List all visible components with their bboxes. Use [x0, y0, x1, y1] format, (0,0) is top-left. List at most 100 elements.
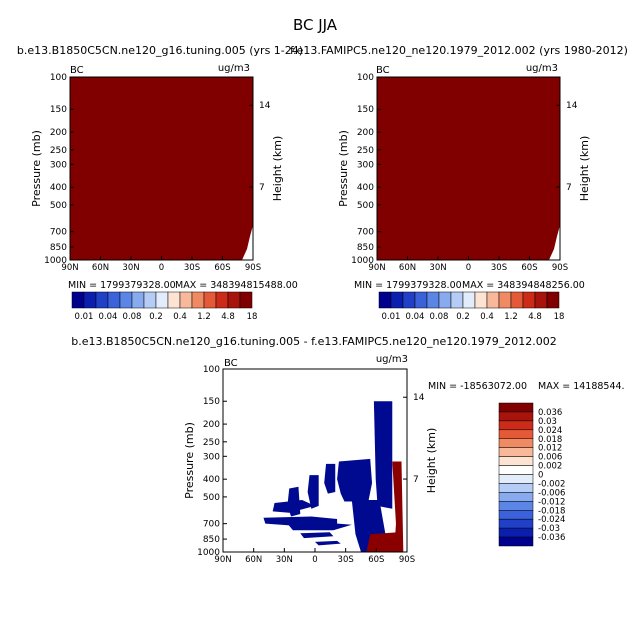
y-tick-label: 150 [357, 105, 374, 115]
colorbar-label: 0.4 [480, 312, 494, 322]
colorbar-box [239, 291, 253, 309]
legend-box [498, 492, 534, 502]
y2-tick-label: 7 [413, 475, 419, 485]
x-tick-label: 0 [466, 263, 471, 273]
y-tick-label: 200 [50, 128, 67, 138]
colorbar-box [486, 291, 500, 309]
x-tick-label: 90N [61, 263, 78, 273]
colorbar-label: 0.04 [99, 312, 118, 322]
y-tick-label: 250 [50, 146, 67, 156]
colorbar-box [462, 291, 476, 309]
legend-box [498, 527, 534, 538]
legend-box [498, 429, 534, 439]
x-tick-label: 0 [312, 555, 317, 565]
x-tick-label: 30S [338, 555, 354, 565]
legend-label: 0.036 [538, 408, 562, 418]
colorbar-label: 1.2 [504, 312, 518, 322]
colorbar-box [215, 291, 229, 309]
y-tick-label: 100 [203, 365, 220, 375]
max-text: MAX = 348394848256.00 [462, 280, 585, 291]
y-tick-label: 200 [357, 128, 374, 138]
y2-tick-label: 14 [259, 101, 271, 111]
x-tick-label: 60S [368, 555, 384, 565]
x-tick-label: 60N [245, 555, 262, 565]
contour-region [300, 532, 334, 539]
colorbar-label: 0.2 [149, 312, 163, 322]
panel-title: b.e13.B1850C5CN.ne120_g16.tuning.005 - f… [71, 335, 556, 348]
y-tick-label: 700 [357, 228, 374, 238]
x-tick-label: 60N [399, 263, 416, 273]
colorbar-label: 0.4 [173, 312, 187, 322]
topography-mask [242, 225, 253, 260]
legend-label: -0.012 [538, 497, 565, 507]
legend-label: 0 [538, 471, 543, 481]
y-tick-label: 100 [50, 73, 67, 83]
min-text: MIN = 1799379328.00 [68, 280, 176, 291]
y2-axis-label: Height (km) [578, 136, 591, 202]
legend-box [498, 483, 534, 493]
y2-axis-label: Height (km) [425, 428, 438, 494]
y-tick-label: 150 [50, 105, 67, 115]
min-text: MIN = -18563072.00 [428, 381, 527, 392]
colorbar-box [426, 291, 440, 309]
colorbar-box [534, 291, 548, 309]
x-tick-label: 30N [276, 555, 293, 565]
x-tick-label: 90S [399, 555, 415, 565]
figure-title: BC JJA [293, 16, 338, 34]
y-tick-label: 300 [357, 160, 374, 170]
colorbar-box [167, 291, 181, 309]
colorbar-label: 4.8 [221, 312, 235, 322]
colorbar-box [498, 291, 512, 309]
colorbar-box [95, 291, 109, 309]
y-tick-label: 400 [203, 475, 220, 485]
legend-box [498, 518, 534, 529]
y-tick-label: 250 [203, 438, 220, 448]
colorbar-box [378, 291, 392, 309]
left-label: BC [70, 65, 84, 76]
x-tick-label: 60S [214, 263, 230, 273]
colorbar-label: 0.01 [382, 312, 401, 322]
legend-label: 0.002 [538, 462, 562, 472]
colorbar-label: 0.08 [123, 312, 142, 322]
legend-label: 0.006 [538, 453, 562, 463]
colorbar-box [522, 291, 536, 309]
x-tick-label: 60N [92, 263, 109, 273]
contour-region [307, 475, 319, 509]
y-axis-label: Pressure (mb) [183, 422, 196, 499]
colorbar-box [155, 291, 169, 309]
colorbar-label: 0.2 [456, 312, 470, 322]
legend-label: 0.012 [538, 444, 562, 454]
colorbar-label: 4.8 [528, 312, 542, 322]
y-axis-label: Pressure (mb) [30, 130, 43, 207]
legend-box [498, 510, 534, 520]
y-tick-label: 300 [203, 452, 220, 462]
topography-mask [549, 225, 560, 260]
y-tick-label: 500 [357, 201, 374, 211]
units-label: ug/m3 [376, 354, 408, 365]
max-text: MAX = 348394815488.00 [175, 280, 298, 291]
y-tick-label: 850 [203, 535, 220, 545]
legend-label: 0.024 [538, 426, 562, 436]
x-tick-label: 90S [552, 263, 568, 273]
legend-box [498, 501, 534, 511]
colorbar-label: 1.2 [197, 312, 211, 322]
contour-region [287, 522, 352, 531]
contour-region [315, 540, 341, 546]
colorbar-box [179, 291, 193, 309]
colorbar-label: 18 [247, 312, 258, 322]
left-label: BC [224, 358, 238, 369]
legend-label: -0.006 [538, 488, 565, 498]
panel-reference: f.e13.FAMIPC5.ne120_ne120.1979_2012.002 … [290, 44, 628, 322]
x-tick-label: 60S [521, 263, 537, 273]
y2-axis-label: Height (km) [271, 136, 284, 202]
contour-region [373, 401, 393, 509]
y-tick-label: 400 [50, 183, 67, 193]
legend-box [498, 536, 534, 547]
contour-region [272, 500, 315, 513]
colorbar-box [227, 291, 241, 309]
legend-box [498, 420, 534, 431]
y-tick-label: 850 [357, 243, 374, 253]
y-tick-label: 200 [203, 420, 220, 430]
max-text: MAX = 14188544. [538, 381, 625, 392]
legend-box [498, 474, 534, 484]
